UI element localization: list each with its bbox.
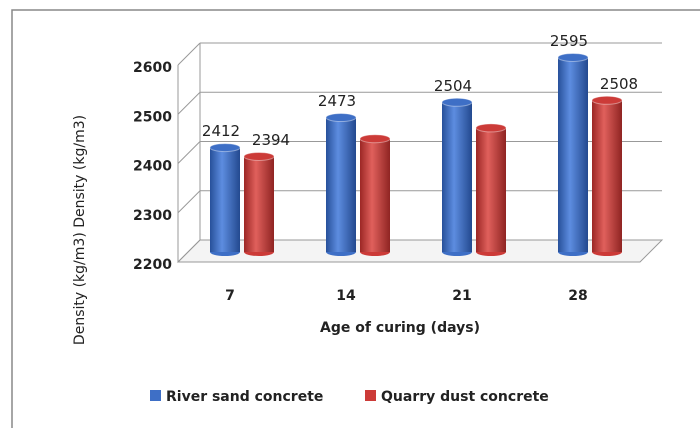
legend-swatch [150, 390, 161, 401]
bar-top [359, 134, 391, 144]
bar-top [209, 143, 241, 153]
bar-top [325, 113, 357, 123]
bar [326, 117, 356, 252]
data-label: 2595 [550, 32, 588, 50]
grid-side [177, 190, 201, 214]
bar-top [441, 97, 473, 107]
y-tick-label: 2400 [133, 159, 172, 175]
grid-side [177, 141, 201, 164]
data-label: 2412 [202, 122, 240, 140]
bar [592, 100, 622, 252]
legend-label: River sand concrete [166, 389, 323, 405]
x-tick-label: 7 [225, 288, 235, 304]
frame [11, 9, 700, 428]
bar-top [557, 52, 589, 62]
x-tick-label: 14 [336, 288, 356, 304]
data-label: 2508 [600, 75, 638, 93]
data-label: 2473 [318, 92, 356, 110]
x-axis-label: Age of curing (days) [320, 320, 480, 336]
bar [476, 127, 506, 252]
bar-top [591, 95, 623, 105]
bar [210, 147, 240, 252]
legend-swatch [365, 390, 376, 401]
y-tick-label: 2500 [133, 109, 172, 125]
y-tick-label: 2200 [133, 257, 172, 273]
y-axis-label: Density (kg/m3) Density (kg/m3) [72, 115, 88, 345]
bar [360, 138, 390, 252]
bar-top [475, 123, 507, 133]
bar-top [243, 151, 275, 161]
grid-side [177, 239, 201, 263]
grid-side [177, 91, 201, 115]
bar [244, 156, 274, 252]
legend-label: Quarry dust concrete [381, 389, 549, 405]
y-tick-label: 2300 [133, 208, 172, 224]
bar [558, 57, 588, 253]
x-tick-label: 21 [452, 288, 471, 304]
grid-side [177, 42, 201, 66]
data-label: 2394 [252, 131, 290, 149]
y-tick-label: 2600 [133, 60, 172, 76]
bar [442, 102, 472, 252]
x-tick-label: 28 [568, 288, 587, 304]
data-label: 2504 [434, 77, 472, 95]
